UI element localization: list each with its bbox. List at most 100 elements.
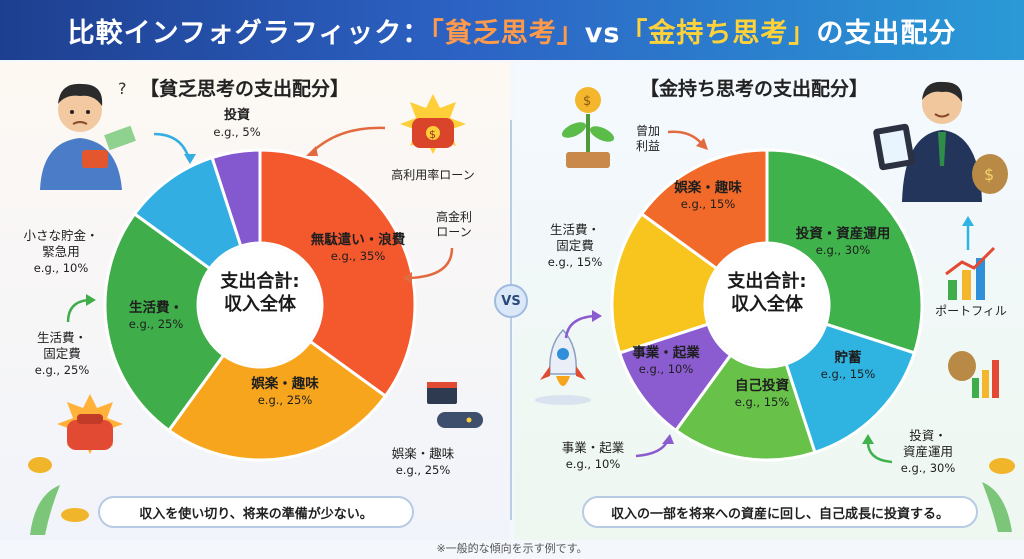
poor-hole bbox=[200, 245, 320, 365]
rich-invest-label: 投資・資産運用 e.g., 30% bbox=[783, 226, 903, 258]
title-banner: 比較インフォグラフィック：「貧乏思考」vs「金持ち思考」の支出配分 bbox=[0, 0, 1024, 60]
rich-fun-label: 娯楽・趣味 e.g., 15% bbox=[668, 180, 748, 212]
title-vs: vs bbox=[584, 17, 621, 49]
poor-section-title: 【貧乏思考の支出配分】 bbox=[140, 78, 350, 100]
poor-arrow-savings bbox=[153, 132, 196, 164]
rich-segment-5 bbox=[639, 148, 769, 271]
rich-callout-living-name: 生活費・ 固定費 bbox=[549, 222, 600, 253]
film-and-gamepad-icon bbox=[427, 382, 483, 428]
poor-segment-1 bbox=[166, 339, 388, 462]
svg-text:?: ? bbox=[118, 79, 127, 98]
poor-segment-2 bbox=[103, 211, 226, 433]
empty-wallet-icon bbox=[57, 394, 123, 454]
poor-callout-living-value: e.g., 25% bbox=[34, 363, 90, 377]
title-poor: 「貧乏思考」 bbox=[430, 17, 585, 49]
poor-invest-label: 投資 e.g., 5% bbox=[212, 108, 262, 140]
poor-savings-name: 小さな貯金・ 緊急用 bbox=[23, 228, 99, 259]
rich-summary: 収入の一部を将来への資産に回し、自己成長に投資する。 bbox=[582, 496, 978, 528]
rich-fun-name: 娯楽・趣味 bbox=[674, 180, 742, 196]
poor-segment-4 bbox=[210, 148, 262, 248]
poor-center-label: 支出合計: 収入全体 bbox=[220, 271, 300, 315]
page-title: 比較インフォグラフィック：「貧乏思考」vs「金持ち思考」の支出配分 bbox=[68, 11, 957, 50]
rich-callout-portfolio: ポートフィル bbox=[935, 304, 1007, 318]
rich-fun-value: e.g., 15% bbox=[680, 197, 736, 211]
poor-callout-living: 生活費・ 固定費 e.g., 25% bbox=[22, 330, 102, 378]
rich-savings-value: e.g., 15% bbox=[820, 367, 876, 381]
poor-waste-value: e.g., 35% bbox=[330, 249, 386, 263]
poor-callout-living-name: 生活費・ 固定費 bbox=[36, 330, 87, 361]
poor-callout-high-interest: 高利用率ローン bbox=[391, 168, 475, 182]
rich-hole bbox=[707, 245, 827, 365]
poor-living-value: e.g., 25% bbox=[128, 317, 184, 331]
rich-arrow-business bbox=[564, 310, 602, 339]
rich-arrow-up bbox=[962, 216, 974, 250]
poor-arrow-high-loan bbox=[402, 247, 454, 284]
rich-business-label: 事業・起業 e.g., 10% bbox=[626, 345, 706, 377]
poor-arrow-high-interest bbox=[306, 126, 386, 156]
poor-fun-label: 娯楽・趣味 e.g., 25% bbox=[245, 376, 325, 408]
title-suffix: の支出配分 bbox=[816, 17, 957, 49]
rich-invest-value: e.g., 30% bbox=[815, 243, 871, 257]
poor-living-name: 生活費・ bbox=[129, 300, 183, 316]
rich-callout-invest-value: e.g., 30% bbox=[900, 461, 956, 475]
poor-callout-fun-value: e.g., 25% bbox=[395, 463, 451, 477]
poor-living-label: 生活費・ e.g., 25% bbox=[116, 300, 196, 332]
poor-summary: 収入を使い切り、将来の準備が少ない。 bbox=[98, 496, 414, 528]
coins-plant-right-icon bbox=[982, 458, 1015, 532]
rich-callout-business: 事業・起業 e.g., 10% bbox=[548, 440, 638, 472]
rich-callout-gain: 曾加 利益 bbox=[635, 124, 660, 153]
poor-waste-name: 無駄遣い・浪費 bbox=[310, 232, 406, 248]
rich-donut-svg bbox=[610, 148, 924, 462]
center-divider bbox=[510, 120, 512, 520]
rich-callout-invest: 投資・ 資産運用 e.g., 30% bbox=[888, 428, 968, 476]
rich-center-label: 支出合計: 収入全体 bbox=[727, 271, 807, 315]
rich-self-value: e.g., 15% bbox=[734, 395, 790, 409]
poor-invest-value: e.g., 5% bbox=[213, 125, 261, 139]
svg-text:$: $ bbox=[984, 165, 994, 184]
rich-segment-4 bbox=[610, 211, 719, 355]
rich-savings-name: 貯蓄 bbox=[834, 350, 862, 366]
rich-callout-business-name: 事業・起業 bbox=[561, 440, 625, 455]
rich-callout-invest-name: 投資・ 資産運用 bbox=[902, 428, 953, 459]
poor-callout-high-loan: 高金利 ローン bbox=[435, 210, 472, 239]
vs-badge: VS bbox=[494, 284, 528, 318]
poor-donut-chart: 支出合計: 収入全体 bbox=[100, 145, 420, 465]
poor-waste-label: 無駄遣い・浪費 e.g., 35% bbox=[303, 232, 413, 264]
rich-business-value: e.g., 10% bbox=[638, 362, 694, 376]
rich-self-label: 自己投資 e.g., 15% bbox=[722, 378, 802, 410]
rich-segment-1 bbox=[784, 322, 917, 455]
footnote: ※一般的な傾向を示す例です。 bbox=[436, 542, 588, 555]
rich-arrow-business-callout bbox=[635, 434, 674, 458]
exploding-wallet-icon: $ bbox=[400, 94, 466, 154]
poor-savings-value: e.g., 10% bbox=[33, 261, 89, 275]
businessman-icon: $ bbox=[873, 81, 1008, 202]
poor-donut-svg bbox=[103, 148, 417, 462]
rich-callout-living-value: e.g., 15% bbox=[547, 255, 603, 269]
poor-fun-value: e.g., 25% bbox=[257, 393, 313, 407]
svg-text:$: $ bbox=[583, 94, 591, 109]
money-bag-chart-icon bbox=[948, 351, 999, 398]
rich-self-name: 自己投資 bbox=[735, 378, 789, 394]
poor-invest-name: 投資 bbox=[223, 108, 250, 123]
poor-callout-savings: 小さな貯金・ 緊急用 e.g., 10% bbox=[16, 228, 106, 276]
rich-section-title: 【金持ち思考の支出配分】 bbox=[640, 78, 869, 100]
bar-chart-icon bbox=[945, 246, 996, 300]
rich-donut-chart: 支出合計: 収入全体 bbox=[607, 145, 927, 465]
rich-segment-2 bbox=[673, 353, 817, 462]
coins-plant-left-icon bbox=[28, 457, 89, 535]
rocket-icon bbox=[535, 328, 591, 405]
title-prefix: 比較インフォグラフィック： bbox=[67, 17, 431, 49]
poor-arrow-living bbox=[66, 294, 96, 323]
rich-arrow-invest bbox=[862, 434, 893, 464]
rich-callout-living: 生活費・ 固定費 e.g., 15% bbox=[540, 222, 610, 270]
rich-arrow-gain bbox=[667, 130, 708, 150]
poor-fun-name: 娯楽・趣味 bbox=[251, 376, 319, 392]
rich-invest-name: 投資・資産運用 bbox=[795, 226, 891, 242]
poor-callout-fun-name: 娯楽・趣味 bbox=[391, 446, 455, 461]
rich-segment-0 bbox=[765, 148, 924, 355]
poor-callout-fun: 娯楽・趣味 e.g., 25% bbox=[378, 446, 468, 478]
title-rich: 「金持ち思考」 bbox=[620, 17, 817, 49]
money-plant-icon: $ bbox=[561, 87, 615, 168]
rich-callout-business-value: e.g., 10% bbox=[565, 457, 621, 471]
worried-man-icon: ? bbox=[40, 79, 136, 190]
